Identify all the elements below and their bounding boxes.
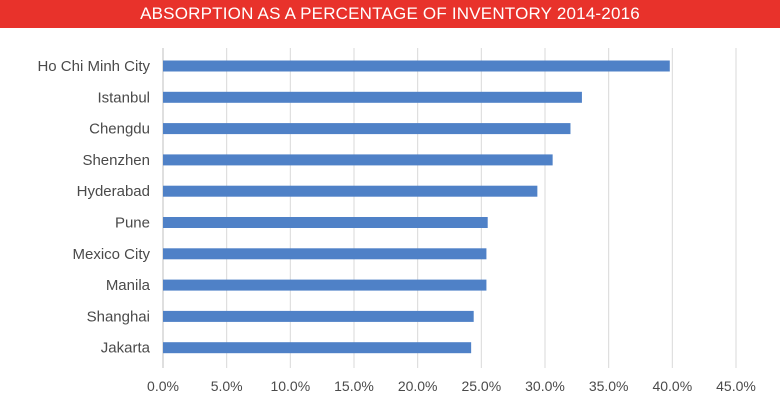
bar <box>163 154 553 166</box>
x-tick-label: 10.0% <box>270 378 310 394</box>
x-tick-label: 25.0% <box>461 378 501 394</box>
category-label: Jakarta <box>101 340 151 357</box>
category-label: Manila <box>106 277 151 294</box>
category-label: Pune <box>115 215 150 232</box>
x-tick-label: 5.0% <box>211 378 243 394</box>
category-label: Ho Chi Minh City <box>37 58 150 75</box>
chart-title-banner: ABSORPTION AS A PERCENTAGE OF INVENTORY … <box>0 0 780 28</box>
x-tick-label: 20.0% <box>398 378 438 394</box>
chart-title: ABSORPTION AS A PERCENTAGE OF INVENTORY … <box>140 4 640 23</box>
category-label: Shanghai <box>87 308 150 325</box>
bar <box>163 123 571 135</box>
bar <box>163 60 670 72</box>
bar <box>163 91 582 103</box>
bar <box>163 185 538 197</box>
x-tick-label: 35.0% <box>589 378 629 394</box>
category-label: Chengdu <box>89 121 150 138</box>
bar <box>163 279 487 291</box>
category-label: Mexico City <box>72 246 150 263</box>
category-label: Istanbul <box>97 89 150 106</box>
bar <box>163 310 474 322</box>
x-tick-label: 0.0% <box>147 378 179 394</box>
x-tick-label: 15.0% <box>334 378 374 394</box>
bar <box>163 248 487 260</box>
x-tick-label: 40.0% <box>652 378 692 394</box>
x-tick-label: 30.0% <box>525 378 565 394</box>
category-label: Hyderabad <box>77 183 150 200</box>
x-tick-label: 45.0% <box>716 378 756 394</box>
bar <box>163 342 472 354</box>
bar <box>163 217 488 228</box>
category-label: Shenzhen <box>82 152 150 169</box>
